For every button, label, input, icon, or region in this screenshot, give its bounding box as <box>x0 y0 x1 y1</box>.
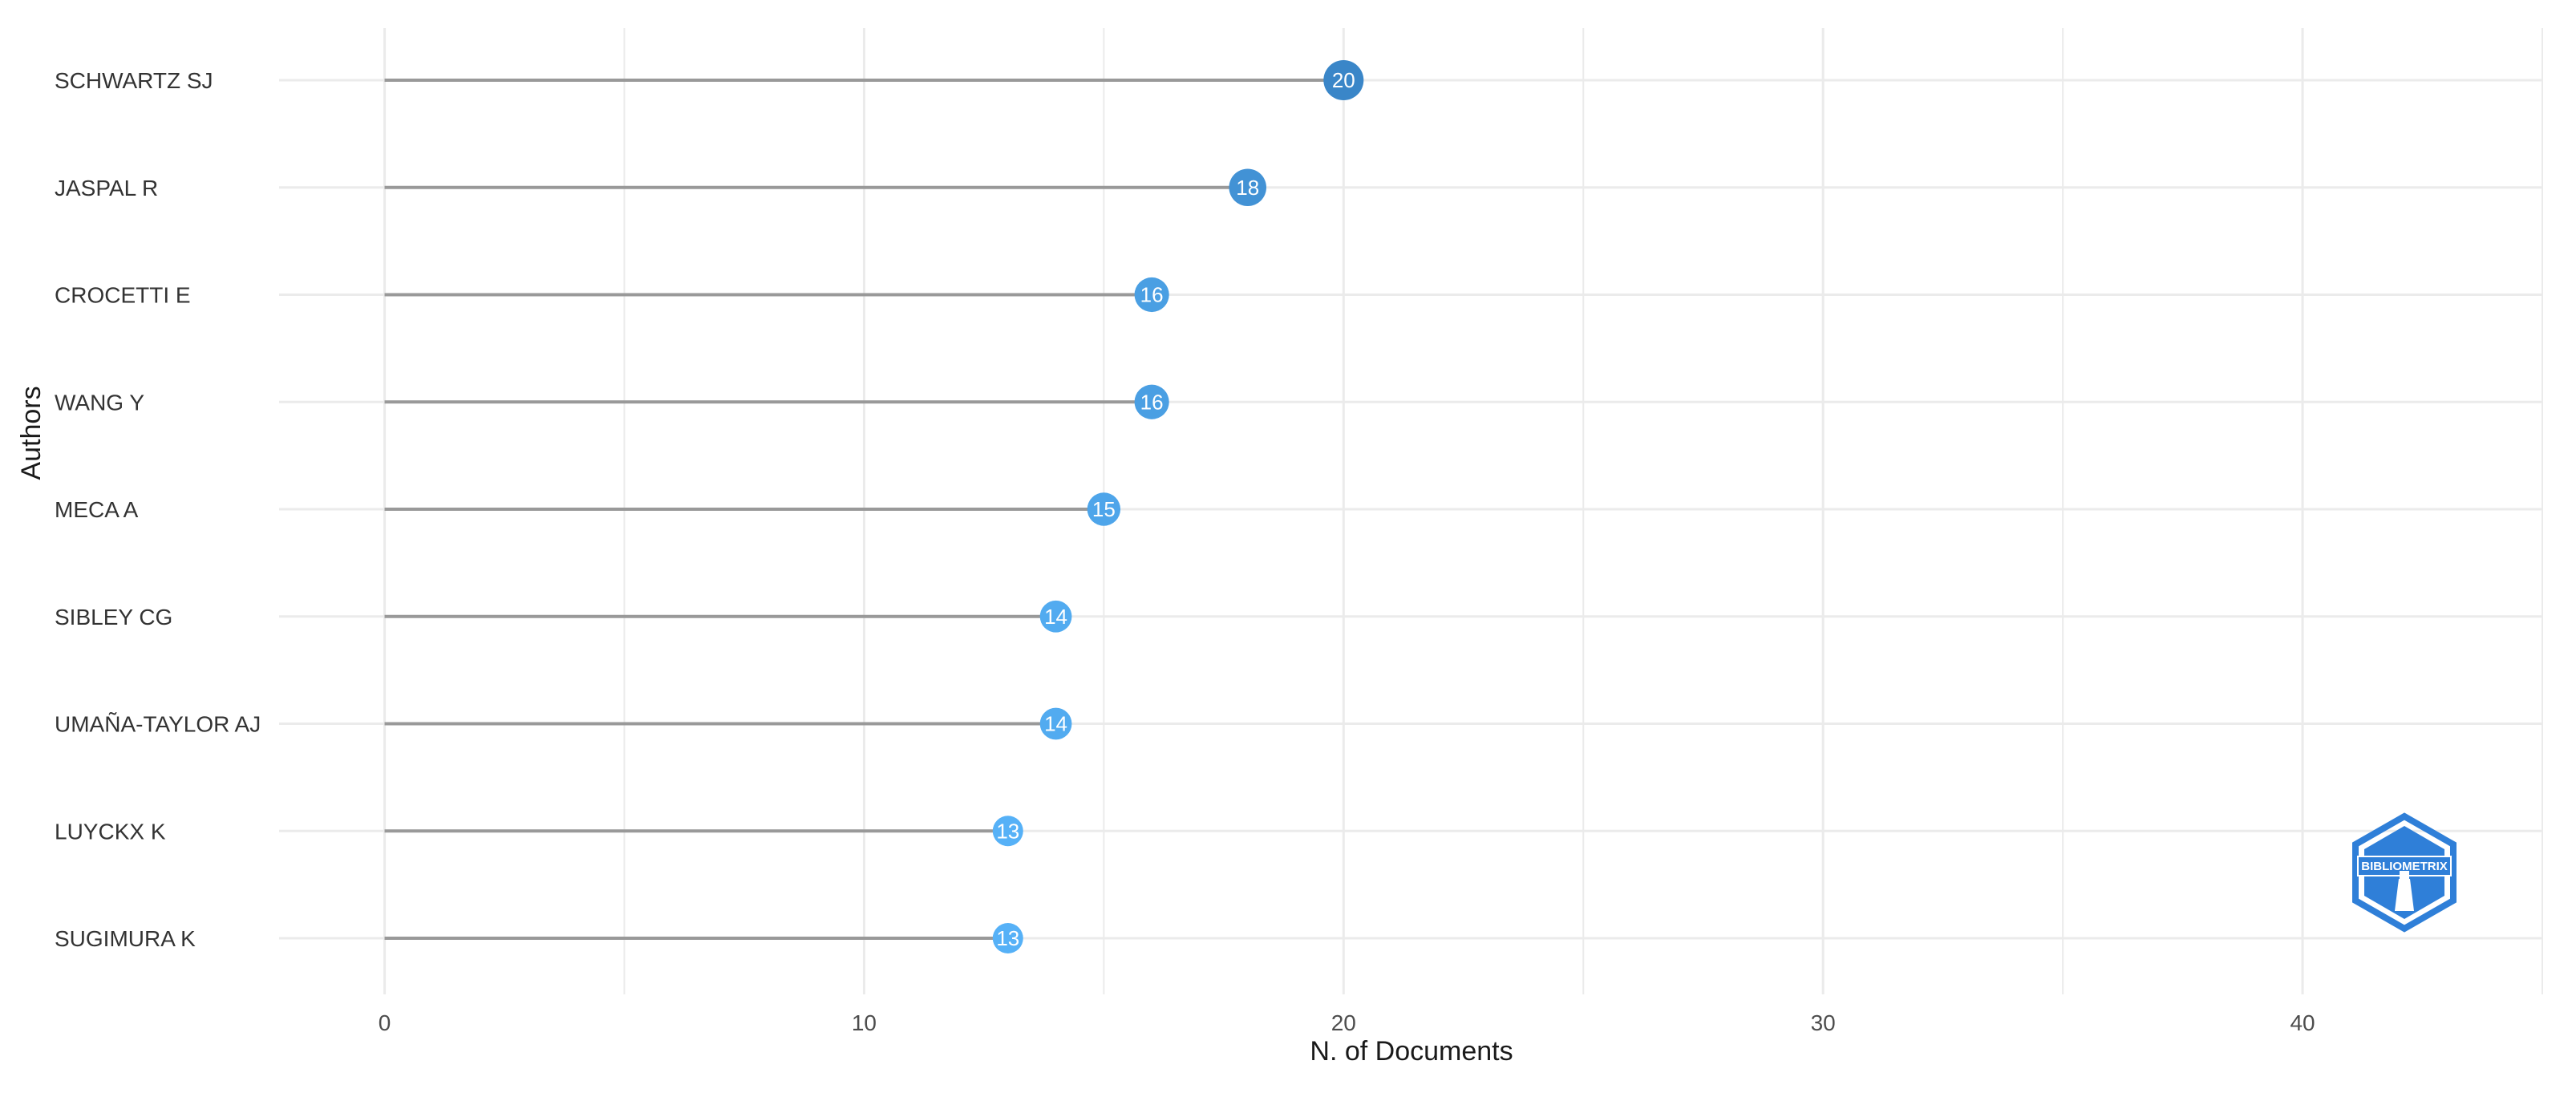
data-label: 14 <box>1044 712 1067 736</box>
x-tick-label: 20 <box>1331 1010 1356 1035</box>
segment-layer <box>384 79 1344 940</box>
lollipop-point <box>1087 492 1121 526</box>
y-axis-title: Authors <box>16 386 47 480</box>
y-tick-label: SCHWARTZ SJ <box>55 68 213 93</box>
grid-layer <box>279 28 2543 994</box>
x-axis-title: N. of Documents <box>1310 1036 1513 1067</box>
bibliometrix-logo: BIBLIOMETRIX <box>2352 812 2457 933</box>
data-label: 16 <box>1140 390 1164 414</box>
lighthouse-lamp <box>2400 871 2409 879</box>
lollipop-point <box>992 816 1023 847</box>
lollipop-point <box>1229 168 1267 207</box>
y-tick-label: MECA A <box>55 497 139 522</box>
lollipop-point <box>992 923 1023 953</box>
lollipop-point <box>1039 707 1072 740</box>
x-tick-label: 40 <box>2290 1010 2315 1035</box>
data-label: 18 <box>1236 176 1259 200</box>
x-tick-label: 30 <box>1811 1010 1836 1035</box>
label-layer: 0 10 20 30 40 20 SCHWARTZ SJ 18 JASPAL R 16 CROCET… <box>55 68 2315 1035</box>
lollipop-point <box>1039 600 1072 633</box>
y-tick-label: WANG Y <box>55 390 144 415</box>
lollipop-point <box>1134 277 1169 313</box>
x-tick-label: 0 <box>379 1010 391 1035</box>
data-label: 13 <box>996 819 1019 843</box>
y-tick-label: JASPAL R <box>55 176 158 200</box>
data-label: 13 <box>996 926 1019 950</box>
logo-wordmark: BIBLIOMETRIX <box>2361 860 2448 873</box>
data-label: 15 <box>1092 497 1116 521</box>
y-tick-label: CROCETTI E <box>55 283 191 308</box>
logo-hexagon <box>2352 812 2457 933</box>
y-tick-label: SIBLEY CG <box>55 605 172 629</box>
y-tick-label: LUYCKX K <box>55 819 166 844</box>
data-label: 16 <box>1140 283 1164 307</box>
x-tick-label: 10 <box>852 1010 877 1035</box>
lighthouse-icon <box>2395 879 2414 911</box>
point-layer <box>992 60 1364 953</box>
y-tick-label: UMAÑA-TAYLOR AJ <box>55 712 261 737</box>
data-label: 14 <box>1044 605 1067 629</box>
y-tick-label: SUGIMURA K <box>55 926 196 951</box>
data-label: 20 <box>1332 68 1355 92</box>
lollipop-point <box>1134 384 1169 419</box>
lollipop-point <box>1323 60 1364 100</box>
